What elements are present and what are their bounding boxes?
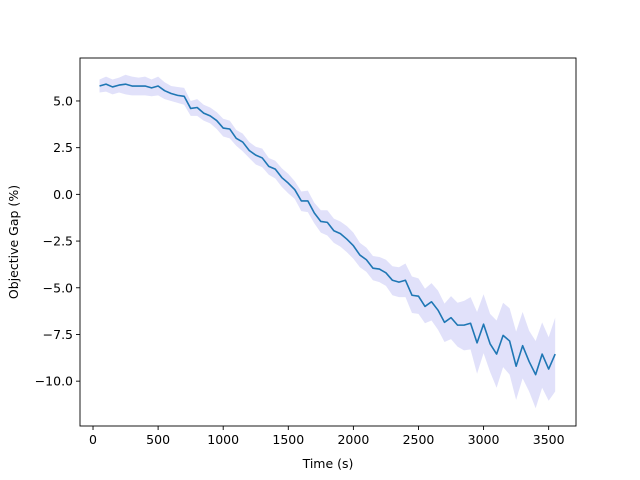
y-tick-label: −7.5 <box>43 327 73 342</box>
y-tick-label: 0.0 <box>53 187 73 202</box>
y-tick-label: −10.0 <box>35 374 73 389</box>
y-axis-ticks: 5.0 2.5 0.0 −2.5 −5.0 −7.5 −10.0 <box>35 93 80 389</box>
x-axis-ticks: 0 500 1000 1500 2000 2500 3000 3500 <box>89 426 565 447</box>
x-tick-label: 2000 <box>337 432 369 447</box>
x-tick-label: 0 <box>89 432 97 447</box>
x-tick-label: 3000 <box>468 432 500 447</box>
y-tick-label: 2.5 <box>53 140 73 155</box>
x-tick-label: 1500 <box>272 432 304 447</box>
axes-frame <box>79 57 577 427</box>
x-axis-label: Time (s) <box>302 456 354 471</box>
x-tick-label: 500 <box>146 432 170 447</box>
x-tick-label: 1000 <box>207 432 239 447</box>
confidence-band <box>99 74 556 409</box>
x-tick-label: 2500 <box>403 432 435 447</box>
plot-area <box>99 74 556 409</box>
series-line <box>99 83 556 376</box>
x-tick-label: 3500 <box>533 432 565 447</box>
y-tick-label: −5.0 <box>43 280 73 295</box>
y-axis-label: Objective Gap (%) <box>6 185 21 299</box>
y-tick-label: 5.0 <box>53 93 73 108</box>
y-tick-label: −2.5 <box>43 234 73 249</box>
